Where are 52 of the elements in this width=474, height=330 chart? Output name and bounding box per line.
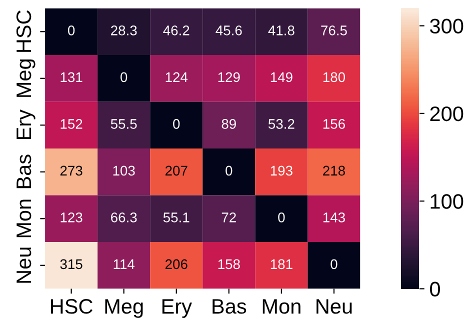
data-label: 156	[323, 119, 345, 129]
data-label: 41.8	[268, 26, 294, 36]
data-label: 55.5	[110, 119, 137, 129]
data-label: 114	[114, 259, 134, 269]
data-label: 0	[330, 259, 338, 270]
data-label: 131	[60, 72, 82, 82]
x-tick-label: HSC	[51, 299, 92, 314]
data-label: 28.3	[111, 26, 137, 36]
data-label: 152	[60, 119, 82, 129]
data-label: 218	[323, 166, 345, 176]
data-label: 103	[113, 166, 135, 176]
color-bar-label: 200	[430, 106, 464, 122]
data-label: 315	[60, 259, 82, 270]
y-tick-label: Meg	[16, 59, 36, 97]
color-bar-label: 100	[430, 194, 464, 209]
data-label: 207	[165, 166, 188, 176]
y-tick-label: HSC	[16, 10, 32, 52]
data-label: 206	[165, 259, 188, 270]
color-bar-label: 300	[430, 18, 464, 34]
data-label: 158	[218, 259, 240, 270]
data-label: 129	[218, 72, 240, 82]
x-tick-label: Bas	[212, 299, 246, 314]
data-label: 89	[222, 119, 236, 129]
x-tick-label: Ery	[162, 299, 192, 318]
data-label: 0	[226, 166, 232, 176]
y-tick-label: Mon	[16, 200, 32, 238]
data-label: 0	[173, 119, 180, 129]
color-bar-label: 0	[430, 282, 440, 297]
data-label: 46.2	[163, 26, 190, 36]
y-tick-label: Bas	[16, 154, 32, 188]
x-tick-label: Meg	[105, 299, 143, 318]
x-tick-label: Mon	[262, 299, 300, 314]
data-label: 149	[270, 72, 292, 82]
data-label: 55.1	[163, 212, 190, 222]
data-label: 66.3	[111, 212, 137, 222]
data-label: 0	[278, 212, 285, 222]
y-tick-label: Ery	[16, 110, 36, 140]
data-label: 273	[60, 166, 82, 176]
data-label: 193	[270, 166, 292, 176]
data-label: 124	[166, 72, 188, 82]
data-label: 180	[323, 72, 346, 82]
data-label: 53.2	[268, 119, 294, 129]
data-label: 0	[68, 26, 75, 36]
x-tick-label: Neu	[316, 299, 352, 314]
y-tick-label: Neu	[16, 248, 32, 283]
data-label: 76.5	[321, 26, 347, 36]
data-label: 181	[270, 259, 292, 270]
data-label: 0	[120, 72, 128, 82]
data-label: 143	[323, 212, 345, 222]
data-label: 72	[222, 212, 236, 222]
data-label: 45.6	[216, 26, 242, 36]
data-label: 123	[60, 212, 82, 222]
